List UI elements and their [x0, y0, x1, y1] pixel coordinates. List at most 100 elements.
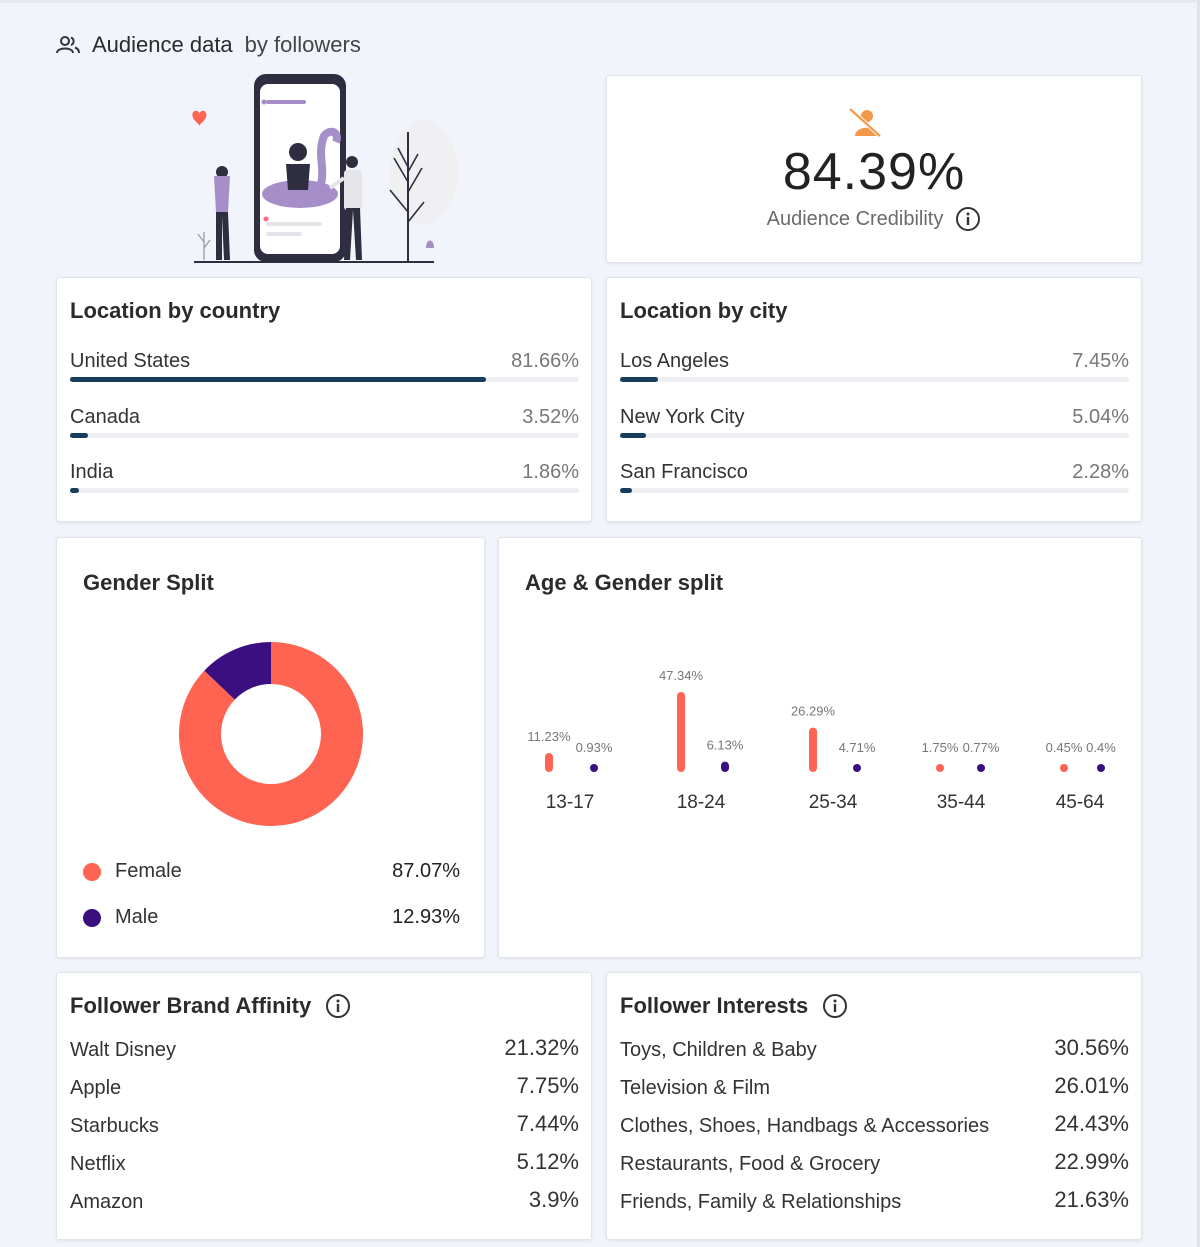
brand-name: Apple [70, 1077, 122, 1099]
city-bar-fill [620, 433, 646, 438]
interests-title-row: Follower Interests [620, 993, 848, 1019]
credibility-value: 84.39% [782, 143, 966, 201]
country-bar-fill [70, 377, 486, 382]
country-pct: 1.86% [522, 461, 579, 483]
brand-row: Amazon 3.9% [70, 1187, 579, 1217]
city-name: New York City [620, 406, 745, 428]
female-bar-25-34 [809, 727, 817, 772]
brand-name: Starbucks [70, 1115, 159, 1137]
brand-affinity-title-row: Follower Brand Affinity [70, 993, 351, 1019]
country-bar-fill [70, 433, 88, 438]
phone-illustration [192, 74, 458, 263]
brand-pct: 5.12% [516, 1149, 579, 1174]
country-name: United States [70, 350, 191, 372]
male-legend-dot [83, 909, 101, 927]
interest-pct: 26.01% [1054, 1073, 1129, 1098]
user-slash-icon [848, 107, 882, 138]
male-value-label: 4.71% [839, 740, 876, 755]
interest-name: Clothes, Shoes, Handbags & Accessories [620, 1115, 990, 1137]
country-row: United States 81.66% [70, 350, 579, 390]
info-icon[interactable] [955, 206, 981, 232]
brand-affinity-card: Follower Brand Affinity Walt Disney 21.3… [56, 972, 592, 1240]
country-name: India [70, 461, 114, 483]
female-value-label: 11.23% [527, 729, 571, 744]
legend-value: 12.93% [392, 906, 460, 928]
male-bar-25-34 [853, 764, 861, 772]
brand-row: Starbucks 7.44% [70, 1111, 579, 1141]
female-value-label: 47.34% [659, 668, 704, 683]
city-bar-track [620, 377, 1129, 382]
country-bar-track [70, 433, 579, 438]
credibility-label: Audience Credibility [766, 207, 944, 230]
location-country-card: Location by country United States 81.66%… [56, 277, 592, 522]
users-icon [56, 36, 80, 54]
legend-label: Male [115, 906, 159, 928]
country-bar-track [70, 377, 579, 382]
brand-pct: 21.32% [504, 1035, 579, 1060]
brand-pct: 7.75% [516, 1073, 579, 1098]
credibility-label-row: Audience Credibility [607, 206, 1141, 232]
male-value-label: 0.77% [963, 740, 1000, 755]
donut-slice-male [204, 642, 271, 700]
brand-affinity-title: Follower Brand Affinity [70, 993, 312, 1018]
male-value-label: 0.4% [1086, 740, 1116, 755]
country-name: Canada [70, 406, 141, 428]
city-bar-fill [620, 488, 632, 493]
gender-split-card: Gender Split Female 87.07% Male 12.93% [56, 537, 485, 958]
country-bar-track [70, 488, 579, 493]
interest-pct: 21.63% [1054, 1187, 1129, 1212]
city-row: Los Angeles 7.45% [620, 350, 1129, 390]
interest-pct: 30.56% [1054, 1035, 1129, 1060]
info-icon[interactable] [325, 993, 351, 1019]
city-bar-fill [620, 377, 658, 382]
city-name: Los Angeles [620, 350, 729, 372]
section-title: Audience data [92, 32, 233, 57]
age-group-label: 13-17 [546, 792, 595, 813]
brand-name: Netflix [70, 1153, 126, 1175]
female-value-label: 1.75% [922, 740, 959, 755]
donut-slice-female [178, 642, 363, 826]
location-country-title: Location by country [70, 298, 281, 323]
interest-pct: 24.43% [1054, 1111, 1129, 1136]
location-city-card: Location by city Los Angeles 7.45% New Y… [606, 277, 1142, 522]
country-pct: 3.52% [522, 406, 579, 428]
female-value-label: 26.29% [791, 704, 836, 719]
city-row: New York City 5.04% [620, 406, 1129, 446]
city-bar-track [620, 433, 1129, 438]
brand-pct: 3.9% [528, 1187, 579, 1212]
interest-row: Toys, Children & Baby 30.56% [620, 1035, 1129, 1065]
interest-name: Restaurants, Food & Grocery [620, 1153, 881, 1175]
legend-female: Female 87.07% [83, 858, 460, 886]
age-gender-chart: 11.23% 0.93% 13-17 47.34% 6.13% 18-24 26.29% 4.… [527, 668, 1116, 813]
brand-pct: 7.44% [516, 1111, 579, 1136]
audience-credibility-card: 84.39% Audience Credibility [606, 75, 1142, 263]
location-city-title: Location by city [620, 298, 788, 323]
city-pct: 5.04% [1072, 406, 1129, 428]
age-group-label: 25-34 [809, 792, 858, 813]
legend-male: Male 12.93% [83, 904, 460, 932]
info-icon[interactable] [822, 993, 848, 1019]
age-gender-title: Age & Gender split [525, 570, 724, 595]
interests-title: Follower Interests [620, 993, 809, 1018]
country-row: India 1.86% [70, 461, 579, 501]
brand-row: Walt Disney 21.32% [70, 1035, 579, 1065]
interest-row: Friends, Family & Relationships 21.63% [620, 1187, 1129, 1217]
brand-name: Amazon [70, 1191, 144, 1213]
gender-donut-chart [178, 642, 363, 826]
interest-name: Toys, Children & Baby [620, 1039, 817, 1061]
female-legend-dot [83, 863, 101, 881]
country-row: Canada 3.52% [70, 406, 579, 446]
country-bar-fill [70, 488, 80, 493]
interest-row: Restaurants, Food & Grocery 22.99% [620, 1149, 1129, 1179]
age-group-label: 35-44 [937, 792, 986, 813]
male-bar-35-44 [977, 764, 985, 772]
female-bar-35-44 [936, 764, 944, 772]
brand-row: Apple 7.75% [70, 1073, 579, 1103]
section-subtitle: by followers [244, 32, 361, 57]
interests-card: Follower Interests Toys, Children & Baby… [606, 972, 1142, 1240]
city-bar-track [620, 488, 1129, 493]
section-header: Audience data by followers [56, 30, 361, 60]
brand-name: Walt Disney [70, 1039, 176, 1061]
male-value-label: 6.13% [707, 738, 744, 753]
age-group-label: 18-24 [677, 792, 726, 813]
